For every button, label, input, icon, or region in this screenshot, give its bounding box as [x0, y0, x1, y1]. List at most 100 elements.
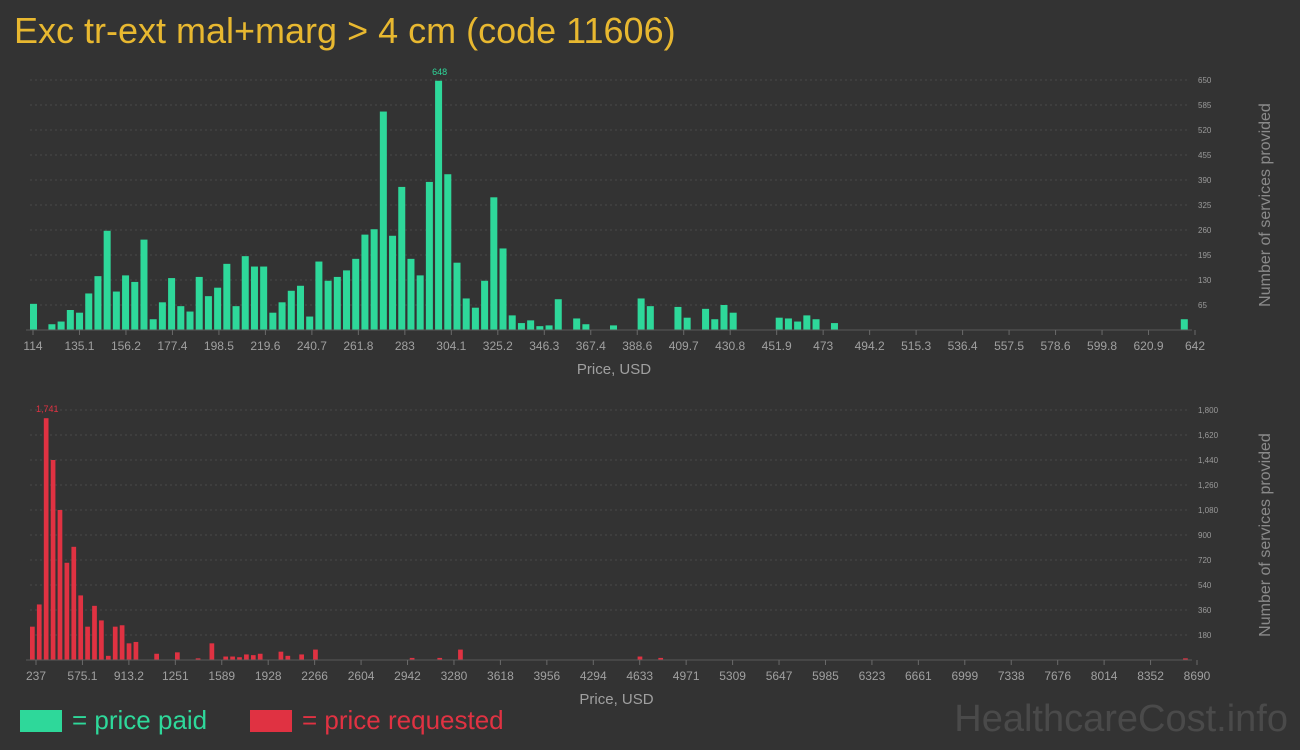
bar	[527, 320, 535, 330]
bar	[30, 626, 35, 660]
bar	[257, 653, 263, 660]
bar	[683, 317, 691, 330]
bar	[186, 311, 194, 330]
bar	[490, 197, 498, 330]
y-tick-label: 325	[1198, 201, 1212, 210]
bar	[370, 229, 378, 330]
x-tick-label: 5985	[812, 669, 839, 683]
bar	[195, 658, 201, 660]
x-tick-label: 7676	[1044, 669, 1071, 683]
x-tick-label: 304.1	[436, 339, 466, 353]
bar	[379, 111, 387, 331]
x-tick-label: 515.3	[901, 339, 931, 353]
bar	[573, 318, 581, 330]
x-tick-label: 4971	[673, 669, 700, 683]
bar	[610, 325, 618, 330]
x-tick-label: 409.7	[669, 339, 699, 353]
bar	[313, 649, 318, 660]
bar	[158, 302, 166, 330]
bar	[343, 270, 351, 330]
bar	[230, 656, 235, 660]
bar	[398, 186, 406, 330]
bar	[78, 595, 84, 660]
bar	[85, 293, 93, 330]
x-tick-label: 237	[26, 669, 46, 683]
bar	[278, 651, 284, 660]
bar	[674, 306, 682, 330]
bar	[241, 256, 249, 330]
x-tick-label: 3618	[487, 669, 514, 683]
y-tick-label: 195	[1198, 251, 1212, 260]
x-tick-label: 346.3	[529, 339, 559, 353]
bar	[306, 316, 314, 330]
bar	[416, 275, 424, 330]
x-axis-title: Price, USD	[577, 361, 651, 378]
x-tick-label: 473	[813, 339, 833, 353]
paid-histogram: 65 130 195 260 325 390 455 520 585 650 648 114 135.1…	[23, 67, 1274, 378]
bar	[223, 263, 231, 330]
bar	[94, 276, 102, 330]
bar	[126, 643, 132, 660]
bar	[389, 235, 397, 330]
bar	[536, 326, 544, 330]
x-tick-label: 4633	[626, 669, 653, 683]
bar	[209, 643, 215, 660]
bar	[250, 655, 256, 660]
bar	[296, 285, 304, 330]
y-tick-label: 455	[1198, 151, 1212, 160]
x-tick-label: 2942	[394, 669, 421, 683]
bar	[784, 318, 792, 330]
bar	[50, 460, 56, 660]
bar	[260, 266, 268, 330]
bar	[103, 230, 111, 330]
bar	[646, 306, 654, 330]
bar	[499, 248, 507, 330]
x-tick-label: 3280	[441, 669, 468, 683]
bar	[285, 655, 291, 660]
bar	[175, 652, 180, 660]
x-tick-label: 7338	[998, 669, 1025, 683]
x-tick-label: 2266	[301, 669, 328, 683]
bar	[154, 653, 159, 660]
x-tick-label: 430.8	[715, 339, 745, 353]
bar	[658, 657, 664, 660]
x-tick-label: 4294	[580, 669, 607, 683]
bar	[36, 604, 42, 660]
bar	[545, 325, 553, 330]
y-axis-title: Number of services provided	[1257, 433, 1274, 637]
bar	[702, 308, 710, 330]
x-tick-label: 219.6	[250, 339, 280, 353]
bar	[803, 315, 811, 330]
x-tick-label: 5309	[719, 669, 746, 683]
bar	[168, 278, 176, 330]
bar	[71, 546, 77, 660]
bar	[250, 266, 258, 330]
legend-requested-label: = price requested	[302, 705, 504, 735]
x-tick-label: 575.1	[67, 669, 97, 683]
bar	[112, 626, 118, 660]
x-tick-label: 8014	[1091, 669, 1118, 683]
bar	[324, 280, 332, 330]
x-tick-label: 3956	[533, 669, 560, 683]
bar	[333, 276, 341, 330]
bar	[1180, 319, 1188, 330]
bar	[637, 656, 643, 660]
bar	[223, 656, 229, 660]
x-tick-label: 599.8	[1087, 339, 1117, 353]
bar	[57, 510, 63, 660]
peak-label: 648	[432, 67, 447, 77]
bar	[582, 324, 590, 330]
bar	[237, 657, 242, 660]
bar	[812, 319, 820, 330]
x-tick-label: 1251	[162, 669, 189, 683]
legend-paid: = price paid	[20, 705, 207, 736]
x-tick-label: 283	[395, 339, 415, 353]
peak-label: 1,741	[36, 404, 59, 414]
brand-watermark[interactable]: HealthcareCost.info	[954, 698, 1288, 740]
bar	[458, 649, 463, 660]
bar	[508, 315, 516, 330]
requested-histogram: 180 360 540 720 900 1,080 1,260 1,440 1,620 1,800…	[26, 404, 1274, 708]
x-tick-label: 1589	[208, 669, 235, 683]
bar	[425, 181, 433, 330]
x-tick-label: 6323	[859, 669, 886, 683]
